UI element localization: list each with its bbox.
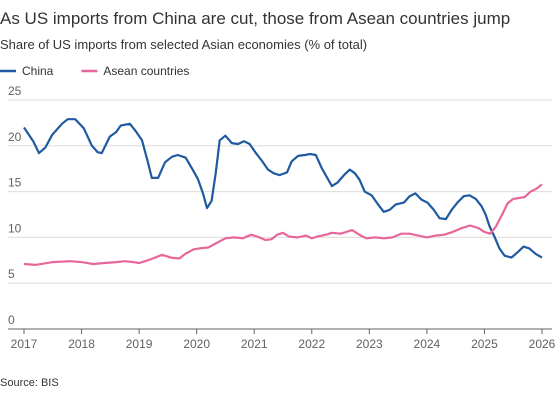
y-tick-label: 25	[8, 84, 22, 98]
x-tick-label: 2025	[471, 337, 498, 351]
x-tick-label: 2026	[529, 337, 556, 351]
x-tick-label: 2018	[68, 337, 95, 351]
legend-label: China	[22, 64, 54, 78]
y-tick-label: 0	[8, 313, 15, 327]
y-tick-label: 10	[8, 221, 22, 235]
y-tick-label: 15	[8, 176, 22, 190]
x-tick-label: 2023	[356, 337, 383, 351]
series-line	[23, 118, 543, 259]
x-tick-label: 2024	[414, 337, 441, 351]
chart-subtitle: Share of US imports from selected Asian …	[0, 37, 367, 52]
y-tick-label: 20	[8, 130, 22, 144]
x-tick-label: 2017	[11, 337, 38, 351]
x-tick-label: 2021	[241, 337, 268, 351]
source: Source: BIS	[0, 377, 59, 389]
x-tick-label: 2019	[126, 337, 153, 351]
x-tick-label: 2022	[298, 337, 325, 351]
legend-label: Asean countries	[103, 64, 189, 78]
chart-title: As US imports from China are cut, those …	[0, 9, 510, 28]
y-tick-label: 5	[8, 267, 15, 281]
x-tick-label: 2020	[183, 337, 210, 351]
series-line	[23, 183, 543, 266]
